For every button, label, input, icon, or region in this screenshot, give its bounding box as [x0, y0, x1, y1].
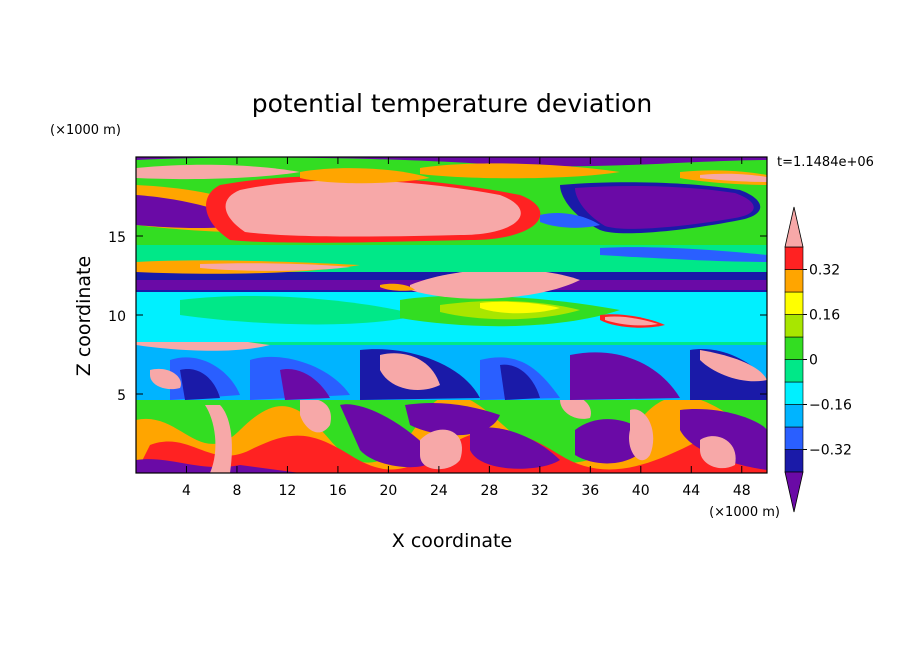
colorbar-segment	[784, 246, 804, 270]
heatmap-field	[136, 157, 767, 473]
x-tick-label: 12	[279, 483, 297, 499]
y-unit-label: (×1000 m)	[50, 123, 121, 138]
colorbar-tick-label: 0.32	[809, 263, 840, 279]
colorbar-tick-label: 0	[809, 353, 818, 369]
y-tick-label: 10	[108, 309, 126, 325]
x-tick-label: 32	[531, 483, 549, 499]
colorbar-segment	[784, 314, 804, 338]
x-axis: 4 8 12 16 20 24 28 32 36 40 44 48	[182, 157, 751, 499]
x-tick-label: 36	[581, 483, 599, 499]
colorbar-segment	[784, 359, 804, 383]
colorbar-segment	[784, 381, 804, 405]
colorbar-segment	[784, 336, 804, 360]
colorbar-segment	[784, 449, 804, 473]
colorbar-tick-label: 0.16	[809, 308, 840, 324]
colorbar-segment	[784, 404, 804, 428]
chart-title: potential temperature deviation	[252, 89, 652, 118]
x-tick-label: 16	[329, 483, 347, 499]
colorbar-tick-label: −0.16	[809, 398, 852, 414]
time-label: t=1.1484e+06	[777, 155, 874, 170]
x-tick-label: 20	[379, 483, 397, 499]
x-tick-label: 40	[632, 483, 650, 499]
x-tick-label: 44	[682, 483, 700, 499]
x-tick-label: 28	[480, 483, 498, 499]
colorbar-over-triangle	[784, 206, 804, 248]
x-unit-label: (×1000 m)	[709, 505, 780, 520]
colorbar-segment	[784, 269, 804, 293]
y-axis-title: Z coordinate	[73, 256, 95, 376]
y-axis: 5 10 15	[108, 230, 767, 404]
x-tick-label: 4	[182, 483, 191, 499]
colorbar: 0.32 0.16 0 −0.16 −0.32	[784, 206, 852, 513]
colorbar-tick-label: −0.32	[809, 443, 852, 459]
colorbar-segment	[784, 426, 804, 450]
colorbar-under-triangle	[784, 471, 804, 513]
y-tick-label: 5	[117, 388, 126, 404]
x-tick-label: 24	[430, 483, 448, 499]
colorbar-segment	[784, 291, 804, 315]
x-tick-label: 8	[232, 483, 241, 499]
x-tick-label: 48	[733, 483, 751, 499]
y-tick-label: 15	[108, 230, 126, 246]
x-axis-title: X coordinate	[392, 530, 512, 552]
